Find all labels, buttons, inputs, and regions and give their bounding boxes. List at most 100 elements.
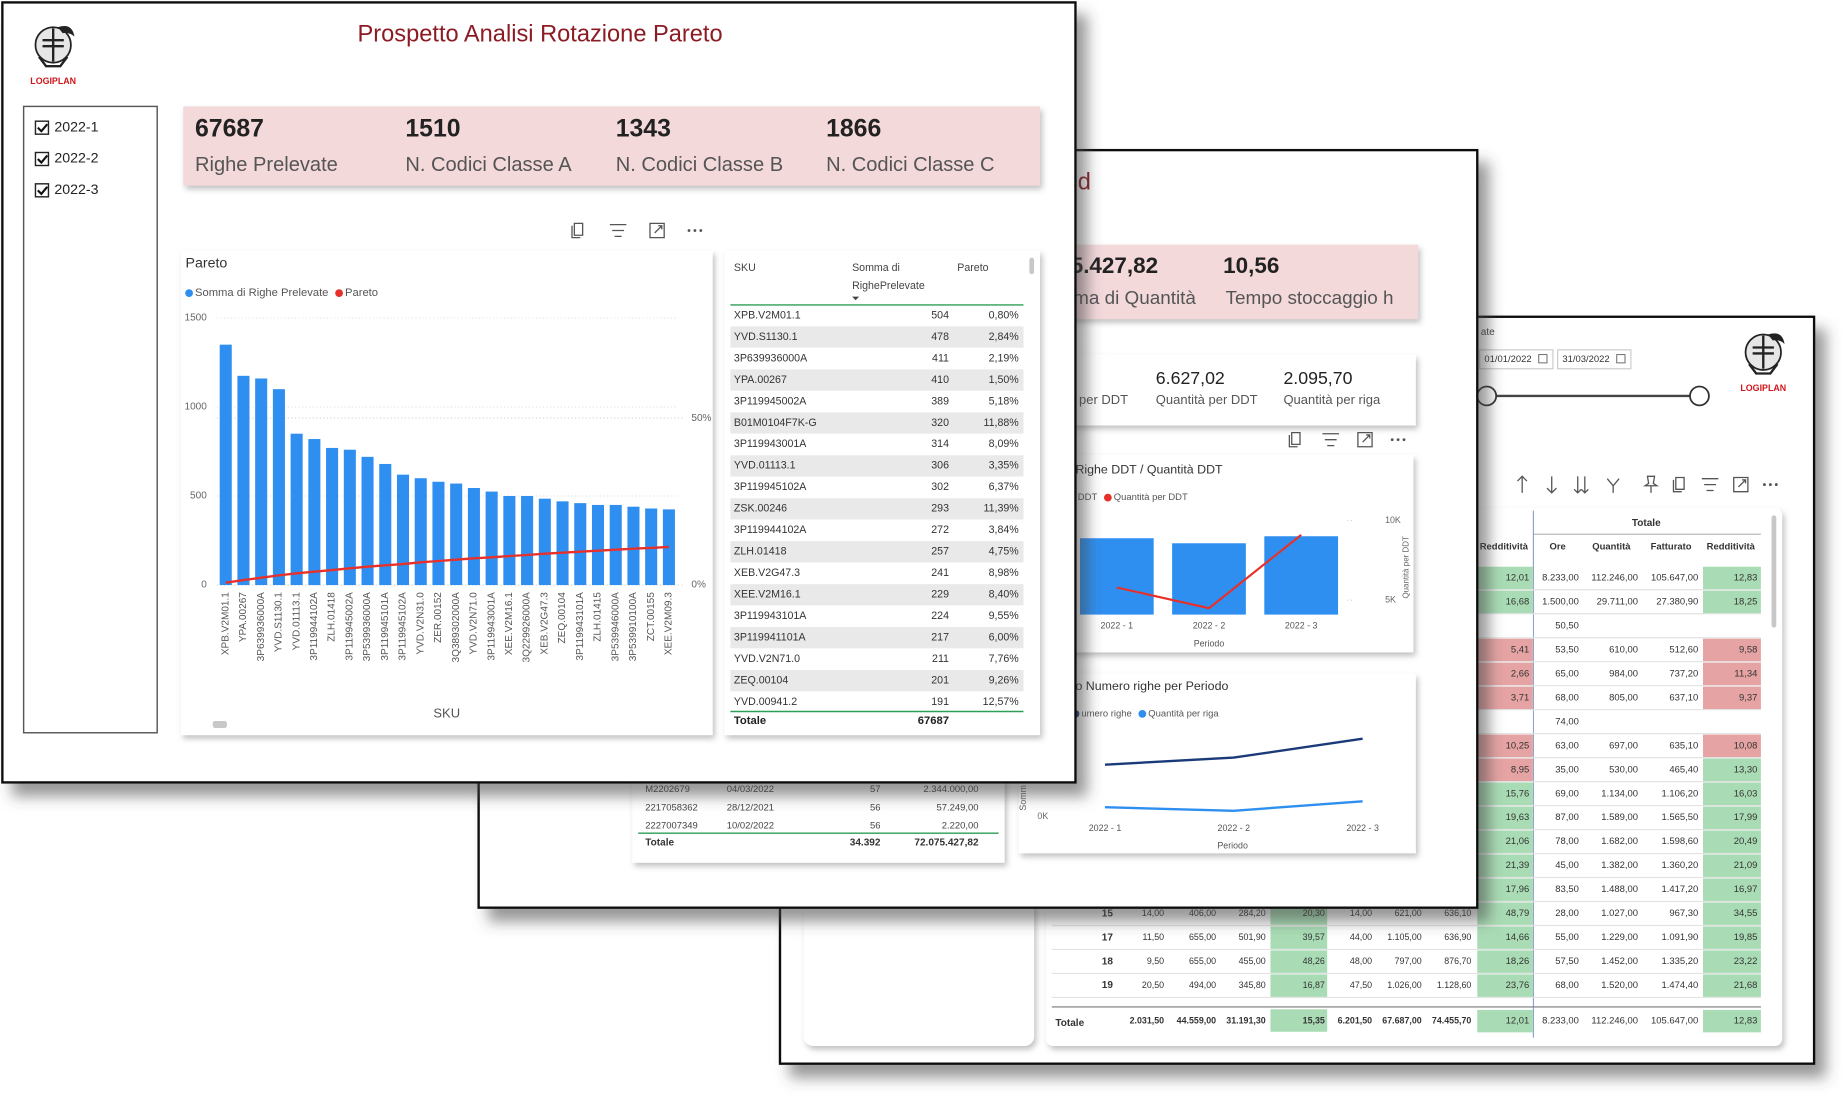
matrix-cell: 1.360,20 xyxy=(1662,860,1699,871)
matrix-cell: 12,01 xyxy=(1506,1016,1530,1027)
row-band xyxy=(730,498,1024,520)
cell-fill xyxy=(1703,830,1761,853)
y2-tick-label: 0% xyxy=(691,580,706,591)
x-tick-label: XPB.V2M01.1 xyxy=(220,592,231,655)
legend-label: Quantità per riga xyxy=(1148,708,1219,719)
x-tick-label: YVD.V2N31.0 xyxy=(415,592,426,655)
matrix-cell: 47,50 xyxy=(1350,980,1372,990)
x-tick-label: 3P539910100A xyxy=(628,592,639,661)
slicer-item[interactable]: 2022-1 xyxy=(54,119,98,135)
column-header: SKU xyxy=(734,262,756,274)
table-cell: 9,26% xyxy=(989,674,1020,686)
matrix-cell: 28,00 xyxy=(1555,908,1579,919)
cell-fill xyxy=(1270,926,1328,949)
slicer-item[interactable]: 2022-2 xyxy=(54,151,98,167)
icon-more-dot xyxy=(699,229,703,232)
x-tick-label: 3P119945002A xyxy=(344,592,355,661)
cell-fill xyxy=(1703,758,1761,782)
kpi-band xyxy=(1028,244,1419,320)
x-tick-label: YPA.00267 xyxy=(238,592,249,642)
table-cell: 6,00% xyxy=(989,632,1020,644)
table-cell: 504 xyxy=(931,309,949,321)
cell-fill xyxy=(1703,902,1761,925)
cell-fill xyxy=(1477,950,1533,973)
table-cell: 217 xyxy=(931,632,949,644)
kpi-value: 1866 xyxy=(826,116,881,143)
icon-down xyxy=(1546,476,1557,494)
x-tick-label: XEE.V2M16.1 xyxy=(504,592,515,655)
icon-ddown xyxy=(1573,476,1589,494)
bar xyxy=(450,483,463,586)
cell-fill xyxy=(1477,686,1533,710)
table-cell: 5,18% xyxy=(989,395,1020,407)
matrix-cell: 1.105,00 xyxy=(1387,932,1422,942)
matrix-cell: 737,20 xyxy=(1669,668,1698,679)
slicer-item[interactable]: 2022-3 xyxy=(54,182,98,198)
matrix-cell: 2,66 xyxy=(1511,668,1529,679)
bar xyxy=(379,463,392,586)
matrix-cell: 18,26 xyxy=(1506,956,1530,967)
matrix-cell: 63,00 xyxy=(1555,740,1579,751)
cell-fill xyxy=(1703,686,1761,710)
cell-fill xyxy=(1477,902,1533,925)
logo-plume xyxy=(1768,333,1785,344)
matrix-cell: 10,08 xyxy=(1734,740,1758,751)
series-line xyxy=(225,545,669,584)
cell-fill xyxy=(1703,974,1761,997)
matrix-cell: 23,76 xyxy=(1506,980,1530,991)
legend-label: DDT xyxy=(1078,492,1098,503)
table-total: Totale xyxy=(645,837,674,848)
icon-expand xyxy=(1733,476,1749,493)
bar xyxy=(272,389,285,586)
cell-fill xyxy=(1703,782,1761,805)
table-cell: 57.249,00 xyxy=(937,802,979,813)
cell-fill xyxy=(1477,662,1533,686)
kpi-band xyxy=(183,106,1040,186)
matrix-cell: 55,00 xyxy=(1555,932,1579,943)
logo-face xyxy=(38,28,69,68)
y-tick-label: 1500 xyxy=(184,313,207,324)
table-cell: 3P119941101A xyxy=(734,632,807,644)
matrix-cell: 345,80 xyxy=(1239,980,1266,990)
table-total: Totale xyxy=(734,715,766,727)
icon-copy xyxy=(571,222,584,239)
total-cell: 74.455,70 xyxy=(1432,1015,1471,1025)
cell-fill xyxy=(1477,638,1533,662)
checkbox[interactable] xyxy=(34,183,50,198)
legend-label: Somma di Righe Prelevate xyxy=(195,287,328,299)
legend-swatch xyxy=(1138,709,1147,718)
y-tick-label: 0 xyxy=(201,580,207,591)
matrix-cell: 45,00 xyxy=(1555,860,1579,871)
table-cell: 229 xyxy=(931,589,949,601)
cell-fill xyxy=(1477,1009,1533,1033)
table-cell: YVD.00941.2 xyxy=(734,696,797,708)
icon-copy xyxy=(1288,431,1301,448)
table-cell: 257 xyxy=(931,546,949,558)
matrix-cell: 68,00 xyxy=(1555,692,1579,703)
chart-title: Righe DDT / Quantità DDT xyxy=(1075,463,1223,477)
table-cell: 6,37% xyxy=(989,481,1020,493)
table-cell: XPB.V2M01.1 xyxy=(734,309,801,321)
matrix-cell: 1.452,00 xyxy=(1601,956,1638,967)
table-cell: 12,57% xyxy=(983,696,1020,708)
checkbox[interactable] xyxy=(34,151,50,167)
checkbox[interactable] xyxy=(34,120,50,135)
table-cell: 2227007349 xyxy=(645,821,698,832)
matrix-cell: 406,00 xyxy=(1189,908,1216,918)
y2-axis-title: Quantità per DDT xyxy=(1401,536,1410,599)
matrix-cell: 530,00 xyxy=(1609,764,1638,775)
legend-swatch xyxy=(335,289,343,298)
cell-fill xyxy=(1477,806,1533,829)
kpi-label: ma di Quantità xyxy=(1073,288,1196,309)
matrix-cell: 34,55 xyxy=(1734,908,1758,919)
total-cell: 44.559,00 xyxy=(1177,1015,1216,1025)
bar xyxy=(521,496,534,586)
column-header: Somma di xyxy=(852,262,900,274)
matrix-cell: 455,00 xyxy=(1239,956,1266,966)
bar xyxy=(414,478,427,586)
matrix-cell: 8,95 xyxy=(1511,764,1529,775)
x-tick-label: 3P119943001A xyxy=(486,592,497,661)
bar xyxy=(1172,543,1246,615)
cell-fill xyxy=(1477,566,1533,590)
cell-fill xyxy=(1703,926,1761,949)
